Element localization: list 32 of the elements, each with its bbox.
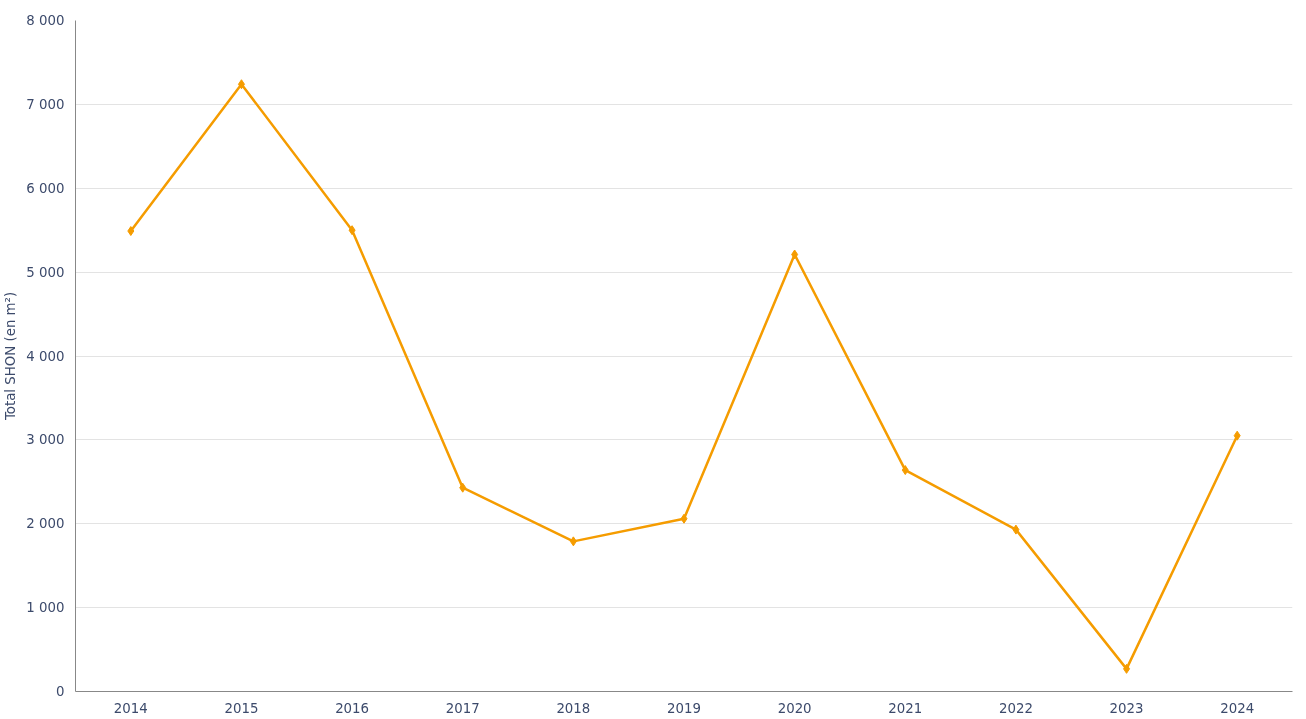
y-tick-label: 4 000 [26,348,65,364]
x-tick-label: 2020 [777,700,812,716]
point [127,226,135,237]
x-tick-label: 2021 [888,700,923,716]
y-tick-label: 1 000 [26,600,65,616]
point [1012,524,1020,535]
x-tick-label: 2019 [667,700,701,716]
y-tick-label: 6 000 [26,180,65,196]
y-tick-label: 2 000 [26,516,65,532]
x-tick-label: 2014 [113,700,148,716]
x-tick-label: 2018 [556,700,591,716]
point [901,465,909,476]
point [1233,430,1241,441]
y-tick-label: 8 000 [26,13,65,28]
point [1123,663,1131,674]
y-axis-title: Total SHON (en m²) [3,291,19,422]
x-tick-label: 2016 [335,700,370,716]
y-tick-label: 0 [56,684,65,699]
x-tick-label: 2015 [224,700,259,716]
x-tick-label: 2023 [1109,700,1144,716]
y-tick-label: 7 000 [26,96,65,112]
y-tick-label: 5 000 [26,264,65,280]
point [569,536,577,547]
point [459,482,467,493]
point [237,79,245,90]
x-tick-label: 2024 [1220,700,1255,716]
x-tick-label: 2022 [998,700,1033,716]
point [791,249,799,260]
y-tick-label: 3 000 [26,432,65,448]
point [680,513,688,524]
x-tick-label: 2017 [445,700,480,716]
point [348,225,356,236]
